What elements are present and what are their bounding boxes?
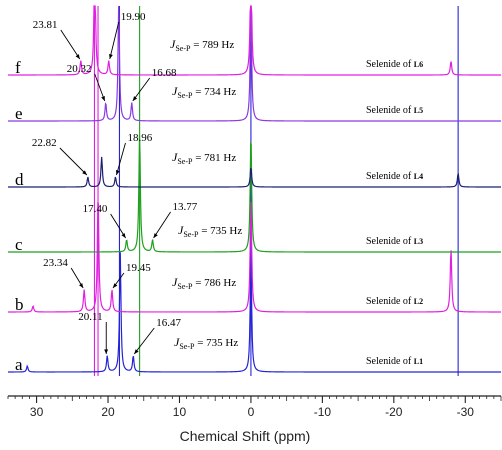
coupling-label-e: JSe-P = 734 Hz	[172, 84, 236, 100]
trace-letter-b: b	[15, 295, 24, 314]
peak-arrow-e-0	[94, 73, 106, 102]
peak-label-a-0: 20.11	[78, 311, 102, 323]
peak-arrow-d-1	[116, 142, 126, 176]
x-tick-label: 20	[101, 405, 115, 419]
trace-letter-a: a	[15, 355, 23, 374]
coupling-label-c: JSe-P = 735 Hz	[178, 223, 242, 239]
x-tick-label: -10	[314, 405, 332, 419]
peak-arrowhead-e-0	[101, 96, 105, 101]
selenide-label-f: Selenide of L6	[366, 59, 423, 70]
trace-letter-f: f	[15, 58, 21, 77]
x-tick-label: 10	[173, 405, 187, 419]
spectrum-trace-a	[8, 252, 501, 373]
x-tick-label: -20	[385, 405, 403, 419]
spectrum-trace-b	[8, 201, 501, 313]
x-tick-label: 0	[248, 405, 255, 419]
selenide-label-a: Selenide of L1	[366, 356, 423, 367]
peak-arrowhead-d-0	[82, 170, 87, 175]
peak-arrow-e-1	[132, 77, 151, 102]
trace-letter-c: c	[15, 235, 23, 254]
coupling-label-a: JSe-P = 735 Hz	[174, 335, 238, 351]
peak-arrowhead-c-1	[153, 233, 158, 238]
trace-letter-d: d	[15, 170, 24, 189]
peak-arrow-a-1	[133, 327, 155, 355]
peak-label-b-1: 19.45	[126, 262, 151, 274]
peak-arrowhead-f-1	[109, 54, 113, 59]
trace-letter-e: e	[15, 104, 23, 123]
peak-arrowhead-a-1	[134, 349, 139, 354]
peak-label-c-0: 17.40	[83, 203, 108, 215]
peak-label-e-0: 20.32	[67, 63, 92, 75]
coupling-label-f: JSe-P = 789 Hz	[170, 37, 234, 53]
peak-arrow-f-1	[109, 21, 120, 60]
peak-arrow-c-0	[110, 213, 126, 239]
peak-arrowhead-f-0	[75, 54, 80, 59]
spectra-traces	[8, 5, 501, 373]
peak-label-a-1: 16.47	[156, 317, 181, 329]
peak-label-d-1: 18.96	[127, 132, 152, 144]
x-tick-label: -30	[457, 405, 475, 419]
selenide-label-b: Selenide of L2	[366, 296, 423, 307]
x-axis-title: Chemical Shift (ppm)	[180, 428, 311, 444]
peak-label-b-0: 23.34	[43, 257, 68, 269]
selenide-label-d: Selenide of L4	[366, 171, 423, 182]
peak-arrowhead-c-0	[121, 233, 126, 238]
peak-label-e-1: 16.68	[152, 67, 177, 79]
peak-label-c-1: 13.77	[173, 201, 198, 213]
peak-arrow-d-0	[59, 147, 88, 176]
coupling-label-d: JSe-P = 781 Hz	[172, 150, 236, 166]
peak-arrow-f-0	[60, 29, 81, 60]
peak-arrowhead-a-0	[104, 349, 109, 354]
selenide-label-e: Selenide of L5	[366, 105, 423, 116]
peak-arrowhead-e-1	[132, 96, 138, 101]
coupling-label-b: JSe-P = 786 Hz	[172, 275, 236, 291]
spectrum-trace-d	[8, 156, 501, 188]
x-axis: 30 20 10 0 -10 -20 -30	[7, 395, 502, 419]
spectrum-trace-e	[8, 5, 501, 122]
peak-arrowhead-b-1	[112, 283, 118, 288]
peak-arrowhead-b-0	[79, 283, 84, 288]
peak-label-f-1: 19.90	[121, 11, 146, 23]
spectrum-trace-c	[8, 135, 501, 253]
peak-label-d-0: 22.82	[32, 137, 57, 149]
peak-arrow-c-1	[153, 211, 171, 239]
peak-arrowhead-d-1	[115, 170, 120, 175]
selenide-label-c: Selenide of L3	[366, 236, 423, 247]
x-tick-label: 30	[30, 405, 44, 419]
spectrum-trace-f	[8, 5, 501, 76]
peak-label-f-0: 23.81	[33, 19, 58, 31]
annotations: a JSe-P = 735 Hz Selenide of L1 20.11 16.47 b…	[15, 11, 423, 374]
